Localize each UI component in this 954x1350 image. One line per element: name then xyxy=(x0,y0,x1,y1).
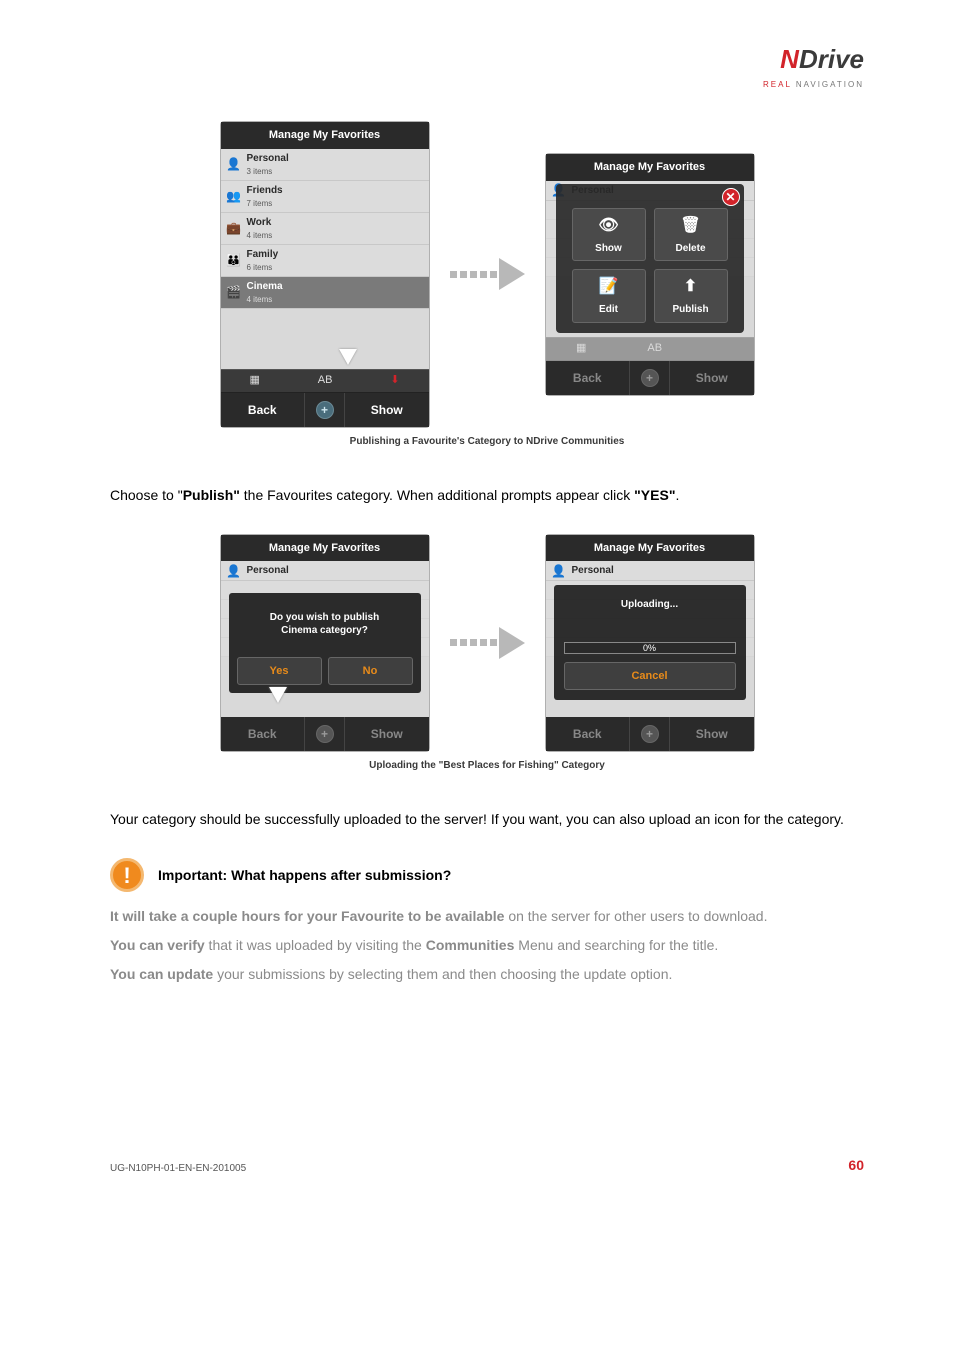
figure-row-1: Manage My Favorites 👤 Personal3 items 👥 … xyxy=(110,121,864,428)
fav-item-personal: 👤 Personal xyxy=(546,561,754,581)
brand-logo: NDrive REAL NAVIGATION xyxy=(110,40,864,91)
action-overlay: ✕ 👁Show 🗑Delete 📝Edit ⬆Publish xyxy=(556,184,744,333)
ab-sort-icon: AB xyxy=(647,340,662,357)
action-delete[interactable]: 🗑Delete xyxy=(654,208,728,261)
person-icon: 👤 xyxy=(227,157,241,171)
upload-icon: ⬆ xyxy=(684,275,697,299)
note-availability: It will take a couple hours for your Fav… xyxy=(110,906,864,927)
dialog-message: Do you wish to publish Cinema category? xyxy=(237,611,413,637)
edit-icon: 📝 xyxy=(599,275,619,299)
important-heading: ! Important: What happens after submissi… xyxy=(110,858,864,892)
fav-item-work[interactable]: 💼 Work4 items xyxy=(221,213,429,245)
back-button[interactable]: Back xyxy=(221,717,306,751)
device-bottom-bar: Back + Show xyxy=(546,361,754,395)
device-uploading: Manage My Favorites 👤 Personal Uploading… xyxy=(545,534,755,753)
device-toolbar: ▦ AB ⬇ xyxy=(221,369,429,393)
paragraph-publish: Choose to "Publish" the Favourites categ… xyxy=(110,485,864,506)
family-icon: 👪 xyxy=(227,253,241,267)
device-favorites-list: Manage My Favorites 👤 Personal3 items 👥 … xyxy=(220,121,430,428)
cursor-icon xyxy=(339,349,357,365)
cancel-button[interactable]: Cancel xyxy=(564,662,736,691)
person-icon: 👤 xyxy=(227,564,241,578)
add-button[interactable]: + xyxy=(630,361,670,395)
close-icon[interactable]: ✕ xyxy=(722,188,740,206)
fav-item-personal[interactable]: 👤 Personal3 items xyxy=(221,149,429,181)
eye-icon: 👁 xyxy=(598,214,618,238)
fav-item-personal: 👤 Personal xyxy=(221,561,429,581)
device-bottom-bar: Back + Show xyxy=(221,393,429,427)
trash-icon: 🗑 xyxy=(680,214,700,238)
note-update: You can update your submissions by selec… xyxy=(110,964,864,985)
device-confirm-dialog: Manage My Favorites 👤 Personal Do you wi… xyxy=(220,534,430,753)
device-bottom-bar: Back + Show xyxy=(546,717,754,751)
show-button[interactable]: Show xyxy=(345,393,429,427)
device-title: Manage My Favorites xyxy=(221,535,429,562)
yes-button[interactable]: Yes xyxy=(237,657,322,686)
doc-code: UG-N10PH-01-EN-EN-201005 xyxy=(110,1161,246,1176)
upload-panel: Uploading... 0% Cancel xyxy=(554,585,746,701)
arrow-icon xyxy=(450,627,525,659)
important-title: Important: What happens after submission… xyxy=(158,865,451,886)
no-button[interactable]: No xyxy=(328,657,413,686)
exclamation-icon: ! xyxy=(110,858,144,892)
device-title: Manage My Favorites xyxy=(221,122,429,149)
add-button[interactable]: + xyxy=(305,717,345,751)
calendar-icon: ▦ xyxy=(576,340,586,357)
favorites-list: 👤 Personal3 items 👥 Friends7 items 💼 Wor… xyxy=(221,149,429,309)
show-button[interactable]: Show xyxy=(670,717,754,751)
device-toolbar-dim: ▦ AB xyxy=(546,337,754,361)
add-button[interactable]: + xyxy=(305,393,345,427)
device-bottom-bar: Back + Show xyxy=(221,717,429,751)
back-button[interactable]: Back xyxy=(546,361,631,395)
note-verify: You can verify that it was uploaded by v… xyxy=(110,935,864,956)
action-edit[interactable]: 📝Edit xyxy=(572,269,646,322)
paragraph-upload-success: Your category should be successfully upl… xyxy=(110,809,864,830)
logo-drive: Drive xyxy=(799,44,864,74)
figure-row-2: Manage My Favorites 👤 Personal Do you wi… xyxy=(110,534,864,753)
fav-item-family[interactable]: 👪 Family6 items xyxy=(221,245,429,277)
progress-bar: 0% xyxy=(564,642,736,654)
confirm-dialog: Do you wish to publish Cinema category? … xyxy=(229,593,421,694)
upload-label: Uploading... xyxy=(564,597,736,612)
ab-sort-icon[interactable]: AB xyxy=(318,372,333,389)
person-icon: 👤 xyxy=(552,564,566,578)
action-show[interactable]: 👁Show xyxy=(572,208,646,261)
action-publish[interactable]: ⬆Publish xyxy=(654,269,728,322)
friends-icon: 👥 xyxy=(227,189,241,203)
back-button[interactable]: Back xyxy=(546,717,631,751)
show-button[interactable]: Show xyxy=(670,361,754,395)
briefcase-icon: 💼 xyxy=(227,221,241,235)
device-title: Manage My Favorites xyxy=(546,535,754,562)
show-button[interactable]: Show xyxy=(345,717,429,751)
figure-caption-1: Publishing a Favourite's Category to NDr… xyxy=(110,434,864,449)
add-button[interactable]: + xyxy=(630,717,670,751)
fav-item-cinema[interactable]: 🎬 Cinema4 items xyxy=(221,277,429,309)
back-button[interactable]: Back xyxy=(221,393,306,427)
cinema-icon: 🎬 xyxy=(227,285,241,299)
page-number: 60 xyxy=(848,1155,864,1176)
page-footer: UG-N10PH-01-EN-EN-201005 60 xyxy=(110,1155,864,1176)
logo-n: N xyxy=(780,44,799,74)
figure-caption-2: Uploading the "Best Places for Fishing" … xyxy=(110,758,864,773)
cursor-icon xyxy=(269,687,287,703)
calendar-icon[interactable]: ▦ xyxy=(249,372,259,389)
arrow-icon xyxy=(450,258,525,290)
download-icon[interactable]: ⬇ xyxy=(390,372,399,389)
device-actions-overlay: Manage My Favorites 👤 Personal ✕ 👁Show 🗑… xyxy=(545,153,755,396)
fav-item-friends[interactable]: 👥 Friends7 items xyxy=(221,181,429,213)
device-title: Manage My Favorites xyxy=(546,154,754,181)
